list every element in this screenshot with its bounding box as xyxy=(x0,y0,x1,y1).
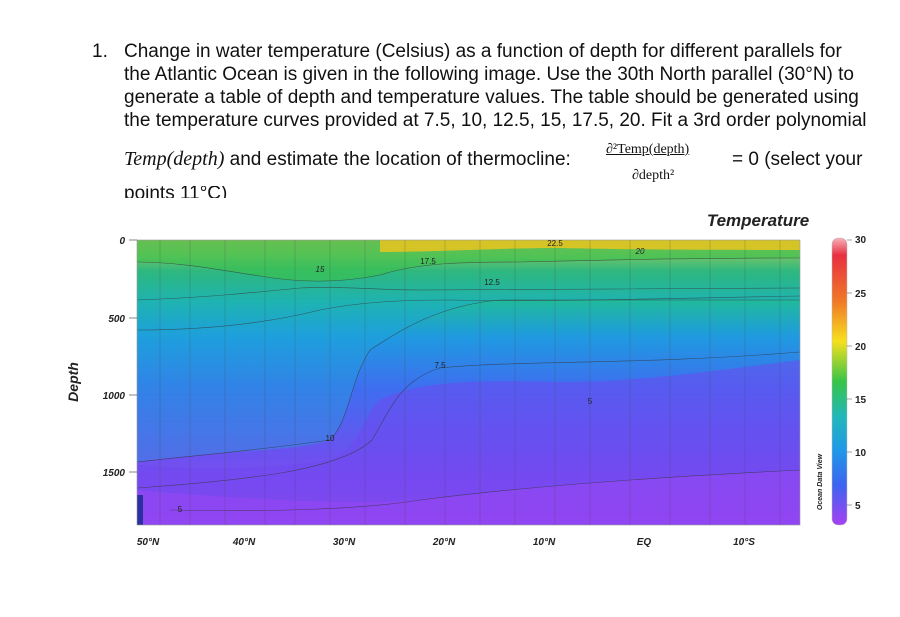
y-tick-label: 1500 xyxy=(103,468,126,479)
contour-label: 12.5 xyxy=(484,278,500,287)
contour-label: 15 xyxy=(316,265,325,274)
y-tick-label: 1000 xyxy=(103,391,126,402)
chart-title: Temperature xyxy=(707,211,809,230)
x-tick-label: 10°S xyxy=(733,537,755,548)
surface-warm-band xyxy=(137,240,800,282)
colorbar-tick-label: 15 xyxy=(855,395,867,406)
y-ticks xyxy=(129,239,137,473)
question-line-3: generate a table of depth and temperatur… xyxy=(124,87,859,108)
contour-labels: 22.5 20 17.5 15 12.5 7.5 10 5 5 xyxy=(178,239,645,514)
bottom-bathymetry xyxy=(137,495,143,525)
y-axis: 0 500 1000 1500 xyxy=(103,236,126,479)
contour-label: 22.5 xyxy=(547,239,563,248)
plot-frame xyxy=(136,239,801,526)
question-number: 1. xyxy=(92,41,108,62)
deepest-cold-band xyxy=(137,470,800,525)
surface-hot-band xyxy=(380,240,800,252)
contour-label: 5 xyxy=(588,397,593,406)
contour-label: 17.5 xyxy=(420,257,436,266)
colorbar-tick-label: 25 xyxy=(855,289,867,300)
x-tick-label: 30°N xyxy=(333,537,356,548)
y-tick-label: 0 xyxy=(119,236,125,247)
colorbar-tick-label: 10 xyxy=(855,448,867,459)
colorbar xyxy=(831,237,848,526)
colorbar-tick-label: 30 xyxy=(855,235,867,246)
y-tick-label: 500 xyxy=(108,314,125,325)
derivative-denominator: ∂depth² xyxy=(632,168,675,183)
question-line-5-tail: = 0 (select your xyxy=(732,149,863,170)
truncated-line: points 11°C) xyxy=(124,186,274,198)
question-line-5: Temp(depth) and estimate the location of… xyxy=(124,148,571,171)
odv-credit: Ocean Data View xyxy=(817,453,824,510)
derivative-numerator: ∂²Temp(depth) xyxy=(606,142,690,157)
x-axis: 50°N 40°N 30°N 20°N 10°N EQ 10°S xyxy=(137,537,755,548)
question-line-1: Change in water temperature (Celsius) as… xyxy=(124,41,842,62)
contour-label: 5 xyxy=(178,505,183,514)
x-tick-label: EQ xyxy=(637,537,652,548)
heatmap-field xyxy=(137,240,800,525)
contour-label: 10 xyxy=(326,434,335,443)
x-tick-label: 40°N xyxy=(232,537,256,548)
deep-cold-band xyxy=(137,360,800,525)
y-axis-label: Depth xyxy=(65,362,81,402)
x-tick-label: 10°N xyxy=(533,537,556,548)
temp-depth-expression: Temp(depth) xyxy=(124,148,225,170)
colorbar-tick-label: 5 xyxy=(855,501,861,512)
contour-lines xyxy=(137,257,800,511)
question-line-2: the Atlantic Ocean is given in the follo… xyxy=(124,64,854,85)
mid-depth-band xyxy=(137,240,800,462)
x-tick-label: 20°N xyxy=(432,537,456,548)
thermocline-text: and estimate the location of thermocline… xyxy=(229,149,571,170)
contour-label: 20 xyxy=(635,247,645,256)
truncated-line-text: points 11°C) xyxy=(124,186,228,198)
colorbar-tick-marks xyxy=(847,239,852,506)
question-line-4: the temperature curves provided at 7.5, … xyxy=(124,110,867,131)
contour-label: 7.5 xyxy=(434,361,446,370)
colorbar-ticks: 30 25 20 15 10 5 xyxy=(855,235,867,512)
x-tick-label: 50°N xyxy=(137,537,160,548)
station-lines xyxy=(159,240,781,525)
colorbar-tick-label: 20 xyxy=(855,342,867,353)
